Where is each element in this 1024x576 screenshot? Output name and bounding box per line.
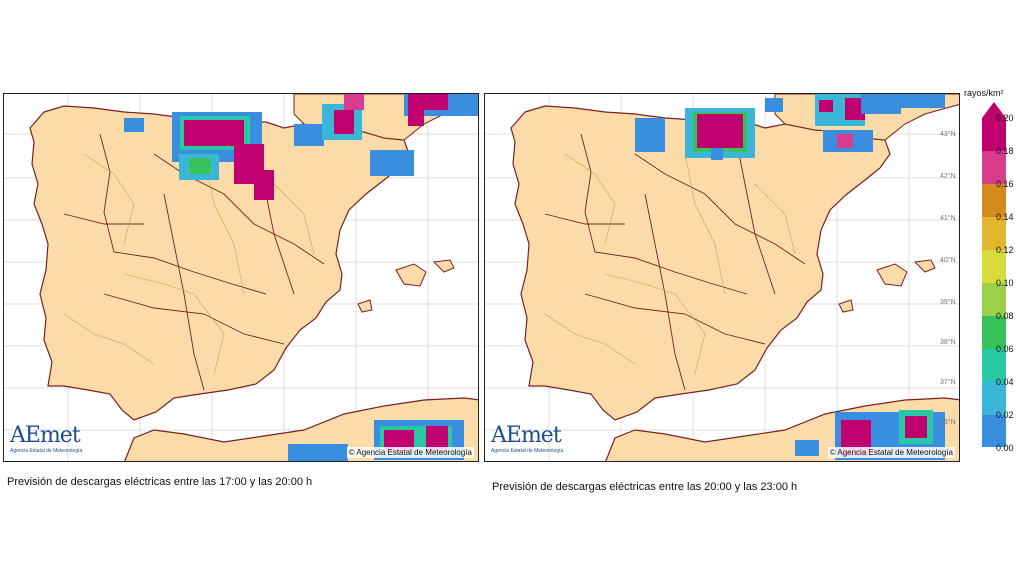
lightning-cells-right bbox=[635, 94, 945, 460]
legend-tick: 0.12 bbox=[996, 245, 1014, 255]
lat-label: 38°N bbox=[940, 339, 956, 346]
color-bar-segment bbox=[982, 217, 1006, 250]
lat-label: 41°N bbox=[940, 215, 956, 222]
color-bar-segment bbox=[982, 415, 1006, 447]
caption-left: Previsión de descargas eléctricas entre … bbox=[7, 476, 313, 488]
legend-tick: 0.10 bbox=[996, 278, 1014, 288]
lat-label: 36°N bbox=[940, 419, 956, 426]
copyright-notice: © Agencia Estatal de Meteorología bbox=[346, 447, 474, 458]
balearic-islands bbox=[357, 259, 455, 313]
color-bar-segment bbox=[982, 316, 1006, 349]
legend-tick: 0.00 bbox=[996, 443, 1014, 453]
legend-tick: 0.04 bbox=[996, 377, 1014, 387]
iberian-peninsula bbox=[29, 105, 410, 421]
legend-tick: 0.06 bbox=[996, 344, 1014, 354]
color-bar-segment bbox=[982, 283, 1006, 316]
color-bar-arrow bbox=[982, 102, 1006, 118]
legend-tick: 0.08 bbox=[996, 311, 1014, 321]
sub-province-borders bbox=[63, 153, 315, 375]
color-bar-segment bbox=[982, 151, 1006, 184]
lat-label: 40°N bbox=[940, 257, 956, 264]
lat-label: 42°N bbox=[940, 173, 956, 180]
color-bar bbox=[982, 102, 1006, 447]
lightning-map-left bbox=[4, 94, 478, 461]
aemet-logo: AEmet Agencia Estatal de Meteorología bbox=[10, 423, 83, 454]
legend-tick: 0.16 bbox=[996, 179, 1014, 189]
lat-label: 37°N bbox=[940, 379, 956, 386]
map-panel-left: AEmet Agencia Estatal de Meteorología © … bbox=[3, 93, 479, 462]
lightning-map-right bbox=[485, 94, 959, 461]
color-bar-segment bbox=[982, 349, 1006, 382]
sub-province-borders bbox=[544, 153, 796, 375]
lat-label: 39°N bbox=[940, 299, 956, 306]
color-bar-segment bbox=[982, 250, 1006, 283]
copyright-notice: © Agencia Estatal de Meteorología bbox=[827, 447, 955, 458]
color-bar-segment bbox=[982, 382, 1006, 415]
legend-tick: 0.20 bbox=[996, 113, 1014, 123]
province-borders bbox=[544, 133, 806, 391]
legend-title: rayos/km² bbox=[964, 88, 1004, 98]
legend-tick: 0.02 bbox=[996, 410, 1014, 420]
iberian-peninsula bbox=[510, 105, 891, 421]
caption-right: Previsión de descargas eléctricas entre … bbox=[492, 481, 798, 493]
balearic-islands bbox=[838, 259, 936, 313]
color-legend: rayos/km² 0.20 0.18 0.16 0.14 0.12 0.10 … bbox=[962, 88, 1022, 458]
lat-label: 43°N bbox=[940, 131, 956, 138]
legend-tick: 0.14 bbox=[996, 212, 1014, 222]
legend-tick: 0.18 bbox=[996, 146, 1014, 156]
map-panel-right: AEmet Agencia Estatal de Meteorología © … bbox=[484, 93, 960, 462]
aemet-logo: AEmet Agencia Estatal de Meteorología bbox=[491, 423, 564, 454]
color-bar-segment bbox=[982, 118, 1006, 151]
color-bar-segment bbox=[982, 184, 1006, 217]
